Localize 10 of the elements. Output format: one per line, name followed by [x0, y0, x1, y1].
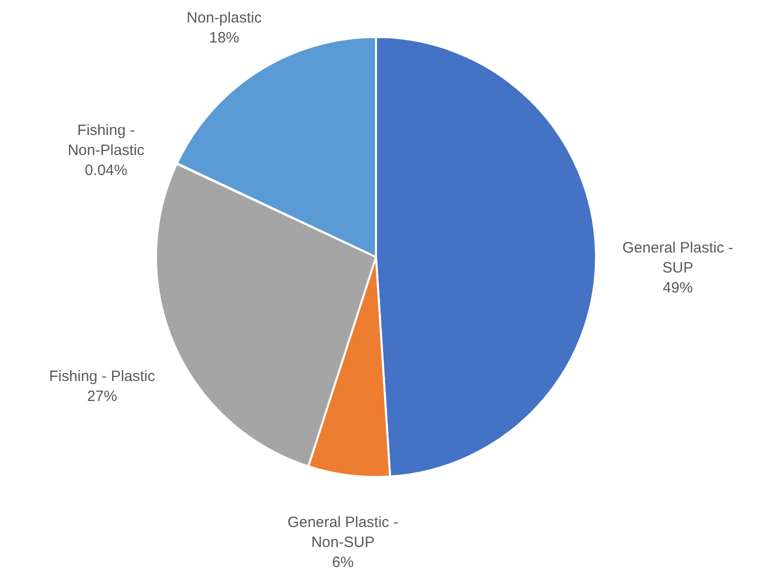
slice-label: Non-plastic: [186, 10, 262, 27]
data-label: 6%: [332, 554, 354, 571]
slice-label: Fishing - Plastic: [49, 368, 156, 386]
data-label: 27%: [87, 388, 118, 406]
slice-label: General Plastic - Non-SUP: [287, 514, 398, 551]
slice-label: Fishing - Non-Plastic: [68, 122, 145, 160]
slice-label: General Plastic - SUP: [622, 239, 734, 276]
data-label: 0.04%: [84, 162, 128, 180]
data-label: 18%: [209, 30, 240, 47]
data-label: 49%: [662, 279, 693, 296]
